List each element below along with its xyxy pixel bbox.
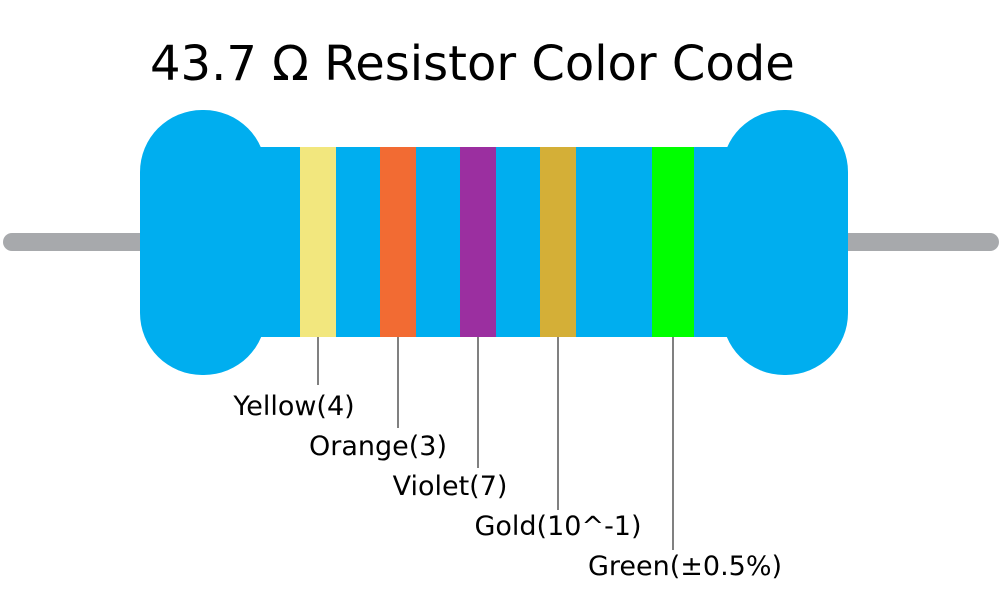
title: 43.7 Ω Resistor Color Code xyxy=(150,36,795,92)
color-band xyxy=(460,147,496,337)
color-band xyxy=(540,147,576,337)
color-band xyxy=(300,147,336,337)
band-label: Gold(10^-1) xyxy=(474,511,641,542)
left-cap xyxy=(140,110,266,375)
bands: Yellow(4) Orange(3) Violet(7) Gold(10^-1) Gr… xyxy=(232,147,782,582)
band-label: Yellow(4) xyxy=(232,391,354,422)
band-label: Green(±0.5%) xyxy=(588,551,782,582)
color-band xyxy=(380,147,416,337)
right-cap xyxy=(722,110,848,375)
color-band xyxy=(652,147,694,337)
band-label: Orange(3) xyxy=(309,431,447,462)
band-label: Violet(7) xyxy=(393,471,508,502)
